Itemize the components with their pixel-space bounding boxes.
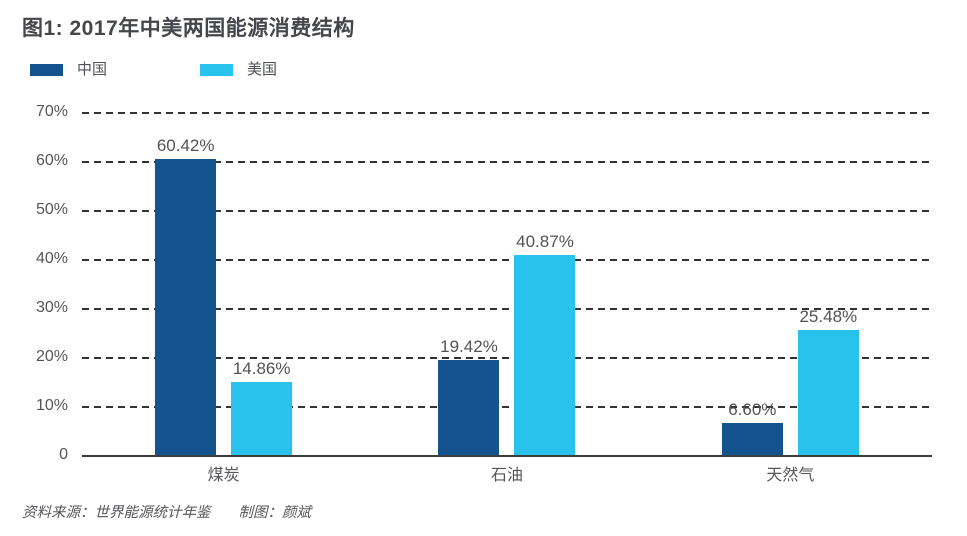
- plot-area: 60.42% 14.86% 19.42% 40.87% 6.60% 25.48%: [82, 112, 932, 457]
- bar-china-gas: 6.60%: [721, 400, 783, 455]
- bar-value-label: 14.86%: [232, 359, 291, 379]
- bar-value-label: 19.42%: [440, 336, 498, 356]
- bar-us-gas: 25.48%: [797, 307, 859, 455]
- y-tick-label: 30%: [35, 299, 68, 316]
- x-category-label-oil: 石油: [490, 467, 523, 484]
- x-axis: 煤炭 石油 天然气: [82, 461, 932, 485]
- chart-footer: 资料来源：世界能源统计年鉴 制图：颜斌: [22, 501, 311, 522]
- y-axis: 70% 60% 50% 40% 30% 20% 10% 0: [0, 103, 68, 463]
- legend: 中国 美国: [0, 61, 967, 79]
- gridline: [82, 210, 932, 212]
- y-tick-label: 10%: [35, 397, 68, 414]
- x-category-label-coal: 煤炭: [207, 467, 240, 484]
- bar-us-oil: 40.87%: [514, 232, 576, 455]
- bar-china-oil: 19.42%: [438, 337, 500, 455]
- y-tick-label: 70%: [35, 103, 68, 120]
- bar-us-coal: 14.86%: [231, 359, 293, 455]
- legend-item-china: 中国: [30, 61, 107, 79]
- source-label: 资料来源：世界能源统计年鉴: [22, 505, 211, 521]
- y-tick-label: 40%: [35, 250, 68, 267]
- legend-label-us: 美国: [247, 61, 278, 78]
- credit-label: 制图：颜斌: [238, 505, 312, 521]
- gridline: [82, 406, 932, 408]
- y-tick-label: 0: [59, 446, 68, 463]
- bar-group-coal: 60.42% 14.86%: [82, 112, 365, 455]
- bar-group-oil: 19.42% 40.87%: [365, 112, 648, 455]
- gridline: [82, 308, 932, 310]
- gridline: [82, 112, 932, 114]
- y-tick-label: 60%: [35, 152, 68, 169]
- bar-china-coal: 60.42%: [155, 136, 217, 455]
- bar-value-label: 40.87%: [516, 231, 574, 251]
- bar-value-label: 25.48%: [799, 307, 858, 327]
- chart-title: 图1: 2017年中美两国能源消费结构: [22, 17, 355, 40]
- x-category-label-gas: 天然气: [766, 467, 815, 484]
- legend-swatch-us: [200, 64, 233, 76]
- gridline: [82, 357, 932, 359]
- legend-swatch-china: [30, 64, 63, 76]
- y-tick-label: 20%: [35, 348, 68, 365]
- legend-item-us: 美国: [200, 61, 277, 79]
- y-tick-label: 50%: [35, 201, 68, 218]
- gridline: [82, 259, 932, 261]
- bar-value-label: 6.60%: [728, 399, 777, 419]
- bar-group-gas: 6.60% 25.48%: [649, 112, 932, 455]
- gridline: [82, 161, 932, 163]
- legend-label-china: 中国: [77, 61, 108, 78]
- bar-value-label: 60.42%: [156, 135, 215, 155]
